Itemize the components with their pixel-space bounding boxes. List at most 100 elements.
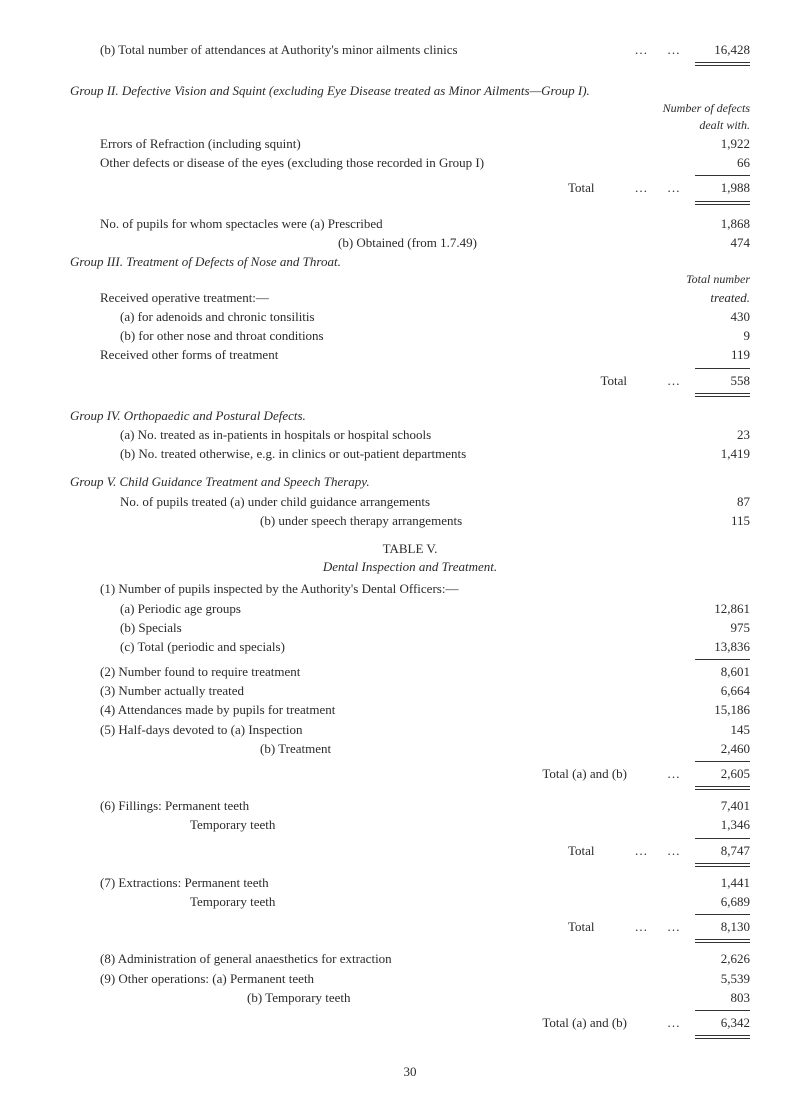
rule [695, 914, 750, 915]
value: 803 [680, 989, 750, 1007]
label: Other defects or disease of the eyes (ex… [100, 154, 680, 172]
rule [695, 175, 750, 176]
rule [695, 393, 750, 397]
value: 2,460 [680, 740, 750, 758]
value: 1,441 [680, 874, 750, 892]
value: 87 [680, 493, 750, 511]
rule [695, 863, 750, 867]
s6-row: (6) Fillings: Permanent teeth 7,401 [70, 797, 750, 815]
total-value: 1,988 [680, 179, 750, 197]
total-value: 558 [680, 372, 750, 390]
rule [695, 1035, 750, 1039]
group3-total: Total … 558 [70, 372, 750, 390]
s7-row: (7) Extractions: Permanent teeth 1,441 [70, 874, 750, 892]
value: 6,664 [680, 682, 750, 700]
group3-other: Received other forms of treatment 119 [70, 346, 750, 364]
value: 8,601 [680, 663, 750, 681]
group3-subhead1: Total number [70, 271, 750, 288]
s2-row: (2) Number found to require treatment 8,… [70, 663, 750, 681]
label: (a) for adenoids and chronic tonsilitis [120, 308, 680, 326]
value: 66 [680, 154, 750, 172]
label: (2) Number found to require treatment [100, 663, 680, 681]
value: 7,401 [680, 797, 750, 815]
s1-row: (c) Total (periodic and specials) 13,836 [70, 638, 750, 656]
label: (5) Half-days devoted to (a) Inspection [100, 721, 680, 739]
total-label: Total [70, 918, 635, 936]
group4-heading: Group IV. Orthopaedic and Postural Defec… [70, 407, 750, 425]
label: (b) Treatment [260, 740, 680, 758]
group2-subhead1: Number of defects [70, 100, 750, 117]
label: No. of pupils for whom spectacles were (… [100, 215, 680, 233]
group2-row: Other defects or disease of the eyes (ex… [70, 154, 750, 172]
group4-row: (a) No. treated as in-patients in hospit… [70, 426, 750, 444]
line-b-label: (b) Total number of attendances at Autho… [100, 41, 635, 59]
value: 13,836 [680, 638, 750, 656]
value: 119 [680, 346, 750, 364]
rule [695, 939, 750, 943]
group2-spec-row: No. of pupils for whom spectacles were (… [70, 215, 750, 233]
label: (b) Specials [120, 619, 680, 637]
label: (7) Extractions: Permanent teeth [100, 874, 680, 892]
dots: … [667, 1014, 680, 1032]
label: Temporary teeth [190, 816, 680, 834]
rule [695, 786, 750, 790]
total-value: 2,605 [680, 765, 750, 783]
total-label: Total [70, 372, 667, 390]
s2-row-b: (b) Treatment 2,460 [70, 740, 750, 758]
label: (b) Temporary teeth [247, 989, 680, 1007]
value: 5,539 [680, 970, 750, 988]
dots: … … [635, 918, 681, 936]
label: Errors of Refraction (including squint) [100, 135, 680, 153]
value: 9 [680, 327, 750, 345]
value: 430 [680, 308, 750, 326]
s2-total: Total (a) and (b) … 2,605 [70, 765, 750, 783]
s2-row: (4) Attendances made by pupils for treat… [70, 701, 750, 719]
label: (8) Administration of general anaestheti… [100, 950, 680, 968]
label: (b) No. treated otherwise, e.g. in clini… [120, 445, 680, 463]
group2-heading: Group II. Defective Vision and Squint (e… [70, 82, 750, 100]
rule [695, 761, 750, 762]
group2-subhead2: dealt with. [70, 117, 750, 134]
value: 1,346 [680, 816, 750, 834]
label: Temporary teeth [190, 893, 680, 911]
dots: … … [635, 842, 681, 860]
s1-row: (a) Periodic age groups 12,861 [70, 600, 750, 618]
s9b-row: (b) Temporary teeth 803 [70, 989, 750, 1007]
value: 1,922 [680, 135, 750, 153]
s9-row: (9) Other operations: (a) Permanent teet… [70, 970, 750, 988]
s2-row: (3) Number actually treated 6,664 [70, 682, 750, 700]
label: (4) Attendances made by pupils for treat… [100, 701, 680, 719]
value: 12,861 [680, 600, 750, 618]
group2-spec-row: (b) Obtained (from 1.7.49) 474 [70, 234, 750, 252]
group2-total: Total … … 1,988 [70, 179, 750, 197]
value: 15,186 [680, 701, 750, 719]
dots: … [667, 372, 680, 390]
label: (a) No. treated as in-patients in hospit… [120, 426, 680, 444]
s7-row: Temporary teeth 6,689 [70, 893, 750, 911]
line-b-value: 16,428 [680, 41, 750, 59]
group3-recv: Received operative treatment:— treated. [70, 289, 750, 307]
label: (c) Total (periodic and specials) [120, 638, 680, 656]
table5-subtitle: Dental Inspection and Treatment. [70, 558, 750, 576]
value: 975 [680, 619, 750, 637]
s6-total: Total … … 8,747 [70, 842, 750, 860]
table5-title: TABLE V. [70, 540, 750, 558]
label: (b) Obtained (from 1.7.49) [338, 234, 680, 252]
value: 474 [680, 234, 750, 252]
label: (3) Number actually treated [100, 682, 680, 700]
s2-row: (5) Half-days devoted to (a) Inspection … [70, 721, 750, 739]
dots: … [667, 765, 680, 783]
total-value: 6,342 [680, 1014, 750, 1032]
s7-total: Total … … 8,130 [70, 918, 750, 936]
group3-heading: Group III. Treatment of Defects of Nose … [70, 253, 750, 271]
label: (9) Other operations: (a) Permanent teet… [100, 970, 680, 988]
group4-row: (b) No. treated otherwise, e.g. in clini… [70, 445, 750, 463]
total-value: 8,130 [680, 918, 750, 936]
value: 1,419 [680, 445, 750, 463]
value: 2,626 [680, 950, 750, 968]
value: 23 [680, 426, 750, 444]
rule [695, 659, 750, 660]
s9-total: Total (a) and (b) … 6,342 [70, 1014, 750, 1032]
value: 1,868 [680, 215, 750, 233]
label: (b) for other nose and throat conditions [120, 327, 680, 345]
